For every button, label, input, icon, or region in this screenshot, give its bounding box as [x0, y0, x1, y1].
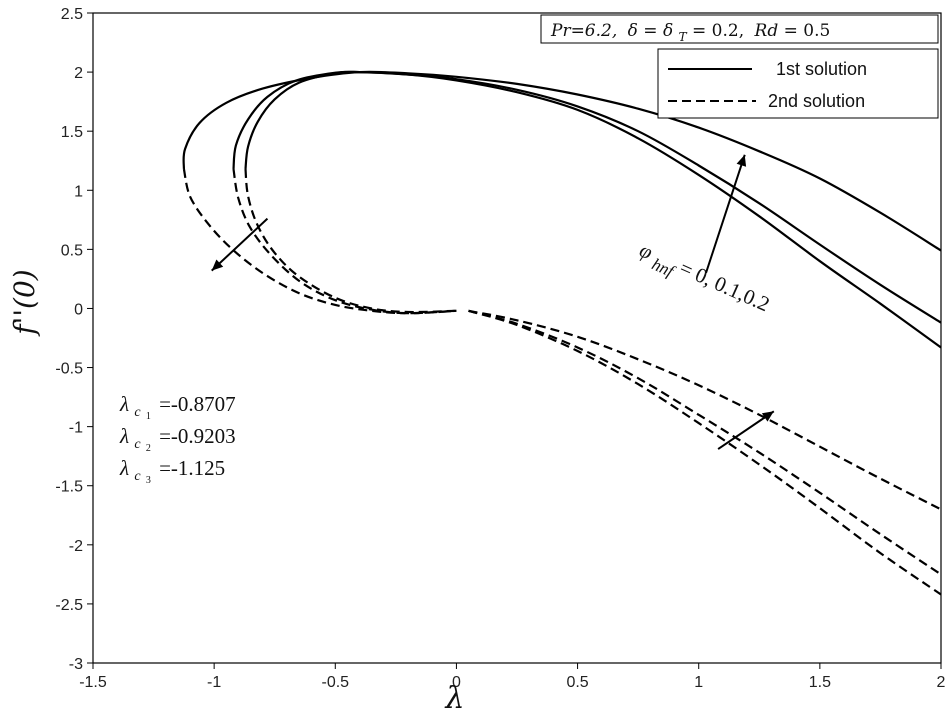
- params-box-frame: [540, 14, 939, 44]
- critical-sub-1: c: [134, 405, 141, 420]
- y-tick-label: -2: [69, 538, 83, 555]
- legend-label-2nd: 2nd solution: [768, 91, 865, 111]
- arrow-first-solution-head: [736, 154, 747, 167]
- legend-frame: [657, 48, 939, 119]
- plot-frame: [92, 12, 942, 664]
- arrow-second-solution-left-shaft: [211, 217, 269, 272]
- phi-annotation: φ hnf = 0, 0.1,0.2: [633, 238, 773, 323]
- param-rd-value: = 0.5: [784, 21, 831, 41]
- y-tick-label: -0.5: [55, 361, 83, 378]
- critical-text-1: =-0.8707: [159, 392, 236, 416]
- critical-value-2: λ c 2 =-0.9203: [119, 424, 236, 456]
- arrow-second-solution-right: [717, 410, 775, 450]
- y-tick-label: 1.5: [61, 124, 83, 141]
- critical-subsub-2: 2: [146, 443, 151, 454]
- x-tick-label: 0: [452, 674, 461, 691]
- params-text: Pr=6.2, δ = δ T = 0.2, Rd = 0.5: [550, 21, 830, 46]
- phi-values: = 0, 0.1,0.2: [676, 255, 773, 316]
- series-line-9-dashed: [468, 309, 942, 596]
- y-tick-label: 1: [74, 183, 83, 200]
- critical-values: λ c 1 =-0.8707 λ c 2 =-0.9203 λ c 3 =-1.…: [119, 392, 236, 488]
- x-axis-title: λ: [444, 681, 464, 716]
- arrow-second-solution-right-head: [761, 411, 774, 422]
- param-delta-value: = 0.2,: [692, 21, 744, 41]
- x-tick-label: -1.5: [79, 674, 107, 691]
- x-tick-label: -1: [207, 674, 221, 691]
- series-line-6-dashed: [182, 168, 457, 315]
- critical-sub-2: c: [134, 437, 141, 452]
- series-line-3-solid: [182, 70, 942, 252]
- series-line-4-dashed: [244, 168, 457, 314]
- x-tick-label: 1: [694, 674, 703, 691]
- param-delta-sub: T: [679, 30, 688, 44]
- critical-value-3: λ c 3 =-1.125: [119, 456, 225, 488]
- params-box: Pr=6.2, δ = δ T = 0.2, Rd = 0.5: [540, 14, 939, 46]
- series-line-2-solid: [232, 70, 942, 324]
- critical-text-3: =-1.125: [159, 456, 225, 480]
- series-line-7-dashed: [468, 309, 942, 511]
- phi-subscript: hnf: [649, 255, 679, 282]
- legend-label-1st: 1st solution: [776, 59, 867, 79]
- x-tick-label: -0.5: [321, 674, 349, 691]
- arrow-second-solution-left: [211, 217, 269, 272]
- series-line-8-dashed: [468, 309, 942, 576]
- arrow-second-solution-right-shaft: [717, 410, 775, 450]
- series-line-1-solid: [244, 70, 942, 349]
- param-rd: Rd: [754, 21, 779, 41]
- plot-series: [182, 70, 942, 596]
- arrow-second-solution-left-head: [211, 259, 224, 271]
- trend-arrows: [211, 154, 775, 450]
- y-tick-label: 2: [74, 65, 83, 82]
- y-tick-label: 0: [74, 301, 83, 318]
- param-pr: Pr=6.2,: [550, 21, 617, 41]
- critical-symbol-3: λ: [119, 456, 129, 480]
- y-tick-label: -2.5: [55, 597, 83, 614]
- x-tick-label: 2: [937, 674, 946, 691]
- critical-subsub-3: 3: [146, 475, 151, 486]
- critical-symbol-1: λ: [119, 392, 129, 416]
- y-tick-label: -3: [69, 656, 83, 673]
- legend: 1st solution 2nd solution: [657, 48, 939, 119]
- axis-ticks: -1.5 -1 -0.5 0 0.5 1 1.5 2 -3 -2.5 -2 -1.5 -1 -0.5 0 0.…: [55, 6, 945, 691]
- y-axis-title: f''(0): [8, 269, 41, 336]
- critical-symbol-2: λ: [119, 424, 129, 448]
- arrow-first-solution-shaft: [705, 154, 746, 274]
- critical-subsub-1: 1: [146, 411, 151, 422]
- y-tick-label: -1: [69, 420, 83, 437]
- x-tick-label: 1.5: [809, 674, 831, 691]
- x-tick-label: 0.5: [566, 674, 588, 691]
- y-tick-label: -1.5: [55, 479, 83, 496]
- arrow-first-solution: [705, 154, 747, 274]
- critical-sub-3: c: [134, 469, 141, 484]
- critical-value-1: λ c 1 =-0.8707: [119, 392, 236, 424]
- critical-text-2: =-0.9203: [159, 424, 236, 448]
- y-tick-label: 2.5: [61, 6, 83, 23]
- param-delta: δ = δ: [628, 21, 674, 41]
- y-tick-label: 0.5: [61, 242, 83, 259]
